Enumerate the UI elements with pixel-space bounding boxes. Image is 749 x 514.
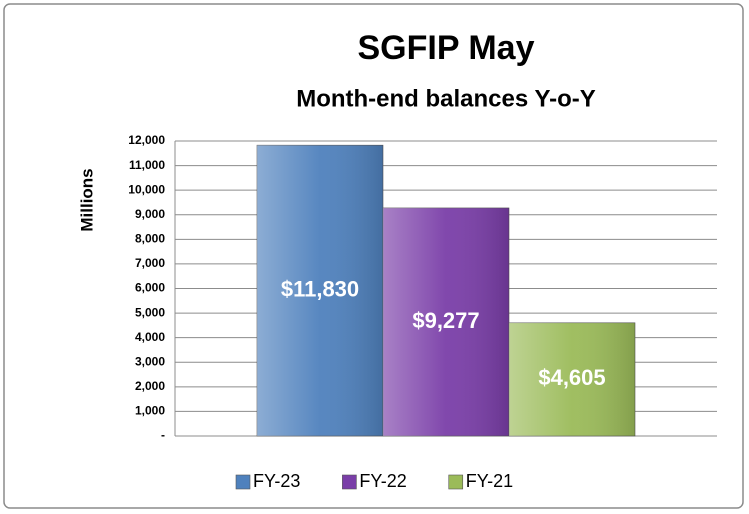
y-tick-label: 5,000	[135, 305, 165, 319]
y-tick-label: 1,000	[135, 404, 165, 418]
value-label: $4,605	[538, 365, 605, 390]
y-tick-label: 7,000	[135, 256, 165, 270]
chart-subtitle: Month-end balances Y-o-Y	[296, 85, 596, 112]
y-tick-label: 3,000	[135, 354, 165, 368]
bar-shine	[509, 322, 635, 436]
bar-shine	[257, 145, 383, 436]
bar-shine	[383, 207, 509, 436]
chart-title: SGFIP May	[358, 29, 535, 67]
value-label: $11,830	[281, 276, 359, 301]
legend-swatch	[448, 474, 464, 490]
y-tick-label: 4,000	[135, 330, 165, 344]
y-tick-label: -	[161, 428, 165, 442]
y-tick-label: 11,000	[129, 158, 165, 172]
y-tick-label: 12,000	[128, 133, 165, 147]
legend-swatch	[342, 474, 357, 490]
legend-label: FY-22	[359, 471, 406, 491]
legend-label: FY-23	[253, 471, 300, 491]
y-tick-label: 2,000	[135, 379, 165, 393]
y-tick-label: 8,000	[135, 232, 165, 246]
y-axis-label: Millions	[77, 168, 96, 231]
legend-swatch	[235, 474, 251, 490]
y-tick-label: 6,000	[135, 281, 165, 295]
legend-label: FY-21	[466, 471, 513, 491]
value-label: $9,277	[412, 308, 479, 333]
y-tick-label: 9,000	[135, 207, 165, 221]
y-tick-label: 10,000	[128, 182, 165, 196]
